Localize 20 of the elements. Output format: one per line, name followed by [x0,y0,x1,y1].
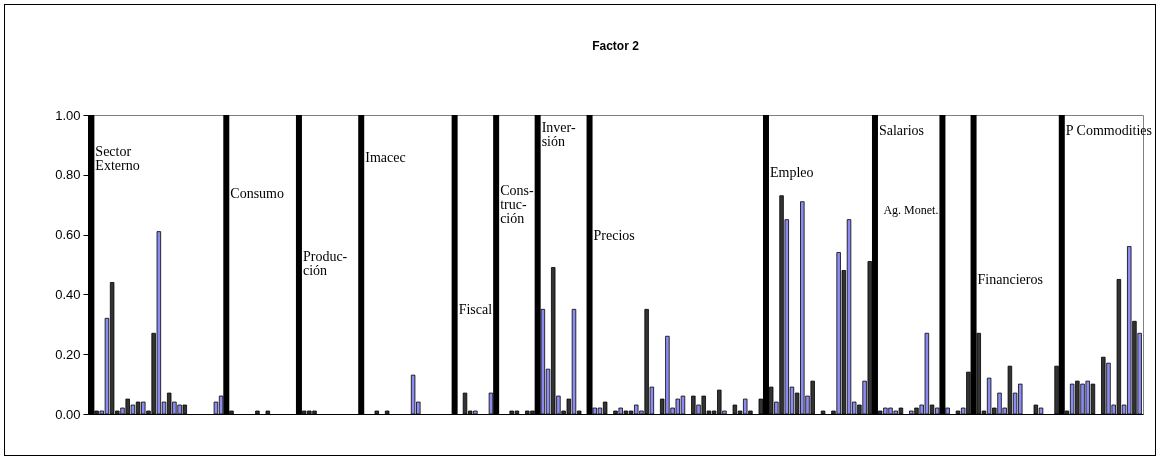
chart-title: Factor 2 [592,39,640,53]
annotation: Imacec [365,149,406,165]
annotation: Precios [593,227,635,243]
annotation: Empleo [769,164,814,180]
y-tick-label: 0.60 [55,227,81,243]
annotation: Salarios [878,122,925,138]
annotation: Inver- sión [541,119,576,149]
annotation: Cons- truc- ción [500,182,534,226]
y-tick-label: 1.00 [55,107,81,123]
annotation: P Commodities [1065,122,1153,138]
annotation: Ag. Monet. [883,202,939,217]
annotation: Consumo [230,185,284,201]
y-tick-label: 0.20 [55,346,81,362]
y-tick-label: 0.00 [55,406,81,422]
y-tick-label: 0.40 [55,286,81,302]
annotation: Financieros [977,272,1043,288]
annotation: Produc- ción [302,248,348,278]
y-tick-label: 0.80 [55,167,81,183]
annotation: Fiscal [458,302,493,318]
annotation: Sector Externo [95,143,140,173]
